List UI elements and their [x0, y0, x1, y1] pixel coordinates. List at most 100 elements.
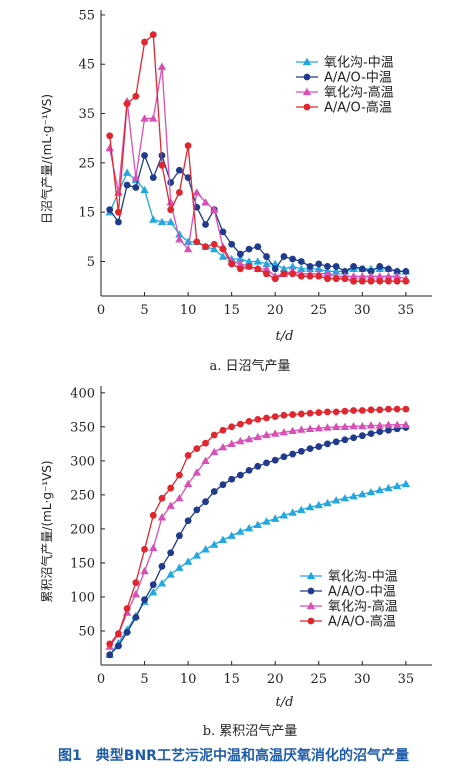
data-point — [166, 217, 175, 226]
data-point — [244, 257, 254, 265]
data-point — [131, 590, 141, 598]
legend-label: 氧化沟-高温 — [324, 85, 394, 101]
data-point — [376, 428, 384, 435]
data-point — [324, 263, 331, 270]
data-point — [340, 494, 350, 502]
y-axis-label: 日沼气产量/(mL·g⁻¹VS) — [39, 94, 54, 224]
data-point — [331, 496, 341, 504]
data-point — [314, 264, 323, 273]
x-tick-label: 15 — [223, 672, 240, 687]
legend-marker — [306, 601, 316, 610]
data-point — [149, 114, 158, 122]
data-point — [314, 423, 323, 432]
legend-marker — [302, 87, 312, 96]
y-tick-label: 5 — [87, 255, 95, 270]
data-point — [324, 275, 331, 283]
data-point — [385, 405, 392, 413]
data-point — [253, 257, 262, 265]
data-point — [289, 450, 297, 458]
data-point — [227, 531, 236, 539]
data-point — [323, 269, 332, 277]
x-axis-label: t/d — [276, 329, 294, 344]
data-point — [236, 259, 245, 268]
data-point — [183, 244, 193, 253]
data-point — [218, 535, 228, 543]
chart-subtitle: a. 日沼气产量 — [209, 358, 290, 374]
data-point — [131, 173, 141, 181]
data-point — [402, 405, 410, 413]
data-point — [166, 570, 175, 578]
x-tick-label: 20 — [267, 672, 284, 687]
data-point — [157, 62, 167, 70]
data-point — [106, 132, 114, 140]
data-point — [123, 628, 131, 636]
data-point — [149, 587, 158, 596]
x-tick-label: 35 — [398, 672, 415, 687]
data-point — [315, 443, 323, 450]
data-point — [183, 237, 193, 245]
data-point — [376, 406, 384, 414]
data-point — [166, 501, 175, 509]
y-tick-label: 35 — [78, 107, 95, 122]
x-tick-label: 30 — [354, 672, 371, 687]
data-point — [279, 511, 289, 519]
data-point — [192, 468, 202, 476]
data-point — [366, 272, 376, 280]
data-point — [401, 420, 411, 428]
data-point — [236, 471, 244, 479]
data-point — [175, 563, 184, 571]
data-point — [297, 258, 305, 265]
legend-label: A/A/O-高温 — [328, 614, 396, 630]
data-point — [228, 260, 236, 268]
data-point — [236, 250, 244, 258]
data-point — [271, 265, 279, 273]
data-point — [254, 462, 262, 470]
data-point — [288, 426, 297, 435]
data-point — [115, 218, 122, 226]
data-point — [236, 254, 245, 263]
data-point — [157, 513, 167, 521]
data-point — [297, 272, 305, 280]
data-point — [202, 221, 209, 228]
x-tick-label: 0 — [97, 303, 105, 318]
data-point — [263, 270, 270, 278]
x-tick-label: 20 — [267, 303, 284, 318]
legend-marker — [302, 57, 312, 66]
data-point — [271, 456, 279, 464]
data-point — [271, 514, 280, 522]
y-axis-label: 累积沼气产量/(mL·g⁻¹VS) — [39, 460, 54, 602]
data-point — [115, 208, 122, 216]
data-point — [402, 267, 410, 275]
y-tick-label: 45 — [78, 58, 95, 73]
data-point — [106, 651, 114, 659]
x-tick-label: 10 — [180, 303, 197, 318]
x-axis-label: t/d — [276, 695, 294, 710]
data-point — [349, 421, 358, 430]
data-point — [402, 277, 410, 285]
data-point — [263, 253, 270, 260]
data-point — [262, 259, 271, 268]
data-point — [375, 485, 384, 494]
data-point — [367, 267, 375, 275]
y-tick-label: 150 — [70, 556, 95, 571]
data-point — [218, 443, 228, 451]
data-point — [106, 640, 114, 648]
data-point — [331, 267, 341, 275]
data-point — [350, 434, 358, 442]
data-point — [219, 426, 227, 434]
legend-marker — [303, 73, 311, 81]
data-point — [202, 498, 209, 506]
data-point — [254, 415, 262, 423]
data-point — [367, 430, 375, 438]
data-point — [315, 272, 323, 280]
data-point — [358, 272, 367, 280]
data-point — [219, 245, 227, 253]
data-point — [279, 428, 289, 436]
data-point — [392, 420, 402, 428]
data-point — [376, 277, 384, 285]
data-point — [175, 189, 183, 196]
chart-subtitle: b. 累积沼气产量 — [203, 723, 298, 739]
data-point — [297, 447, 305, 455]
data-point — [122, 168, 132, 176]
data-point — [289, 255, 297, 263]
